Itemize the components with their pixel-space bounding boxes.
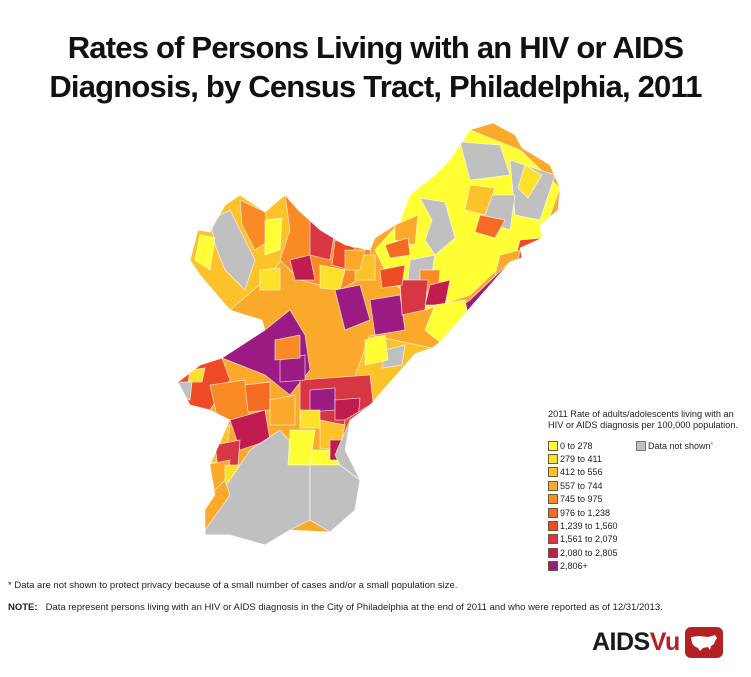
legend-swatch [548,467,558,478]
legend-swatch [548,534,558,545]
legend-swatch [548,494,558,505]
legend-label: 1,239 to 1,560 [560,521,618,532]
legend-label: 0 to 278 [560,440,593,451]
note: NOTE: Data represent persons living with … [8,602,663,613]
legend-item: 0 to 278 [548,439,748,452]
legend-label: 976 to 1,238 [560,507,611,518]
note-label: NOTE: [8,602,38,613]
legend-item: 976 to 1,238 [548,506,748,519]
legend-label: 745 to 975 [560,494,603,505]
legend-label: 2,080 to 2,805 [560,547,618,558]
legend-swatch [636,440,646,451]
legend-item: 745 to 975 [548,493,748,506]
note-text: Data represent persons living with an HI… [45,602,663,613]
legend-swatch [548,454,558,465]
legend-label: 1,561 to 2,079 [560,534,618,545]
us-map-icon [684,627,723,658]
legend-swatch [548,561,558,572]
page-title: Rates of Persons Living with an HIV or A… [0,28,751,106]
legend-title: 2011 Rate of adults/adolescents living w… [548,409,748,431]
legend-label: 557 to 744 [560,480,603,491]
legend-item: 1,239 to 1,560 [548,519,748,532]
legend-swatch [548,440,558,451]
legend-swatch [548,547,558,558]
legend-label: 279 to 411 [560,454,602,465]
title-line-1: Rates of Persons Living with an HIV or A… [67,30,684,65]
legend-title-line-2: HIV or AIDS diagnosis per 100,000 popula… [548,420,738,430]
legend-label: 412 to 556 [560,467,603,478]
choropleth-map [170,120,570,560]
logo-text-aids: AIDS [592,628,650,656]
legend-title-line-1: 2011 Rate of adults/adolescents living w… [548,409,734,419]
legend-swatch [548,507,558,518]
legend-item: 2,080 to 2,805 [548,546,748,559]
legend-item: 1,561 to 2,079 [548,533,748,546]
map-legend: 2011 Rate of adults/adolescents living w… [548,409,748,573]
legend-swatch [548,480,558,491]
asterisk: * [710,442,714,449]
legend-label: 2,806+ [560,561,588,572]
legend-item: 557 to 744 [548,479,748,492]
logo-text-vu: Vu [649,628,681,656]
legend-item-not-shown: Data not shown * [636,439,713,452]
legend-item: 412 to 556 [548,466,748,479]
aidsvu-logo: AIDSVu [592,627,723,658]
legend-label: Data not shown [648,440,711,451]
footnote: * Data are not shown to protect privacy … [8,580,458,591]
legend-swatch [548,521,558,532]
legend-item: 2,806+ [548,560,748,573]
title-line-2: Diagnosis, by Census Tract, Philadelphia… [49,69,702,104]
legend-items: 0 to 278 279 to 411 412 to 556 557 to 74… [548,439,748,573]
legend-item: 279 to 411 [548,452,748,465]
logo-text: AIDSVu [592,628,680,657]
